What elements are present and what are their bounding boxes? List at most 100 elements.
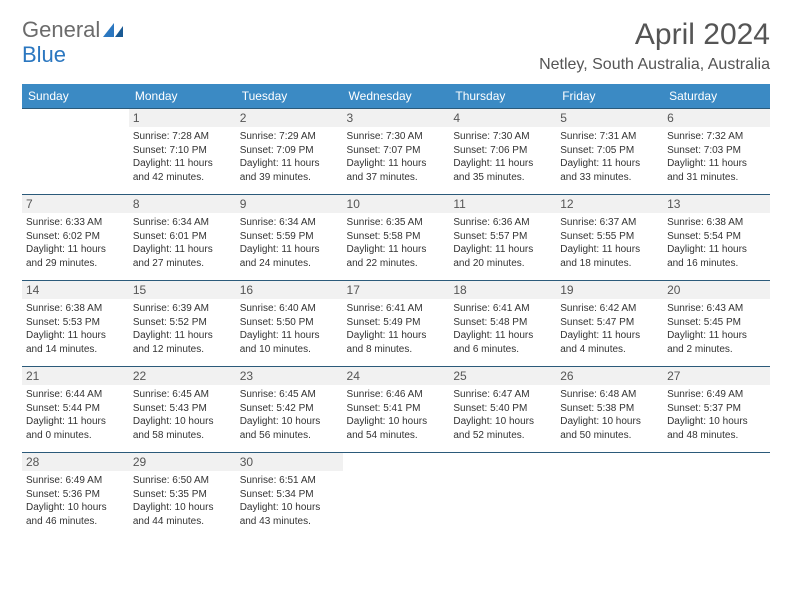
daylight-text-1: Daylight: 10 hours — [347, 416, 428, 427]
sunset-text: Sunset: 5:42 PM — [240, 403, 314, 414]
calendar-day-cell: 19Sunrise: 6:42 AMSunset: 5:47 PMDayligh… — [556, 281, 663, 367]
day-number: 17 — [343, 281, 450, 299]
day-number: 22 — [129, 367, 236, 385]
daylight-text-2: and 18 minutes. — [560, 258, 631, 269]
day-number: 8 — [129, 195, 236, 213]
day-number: 27 — [663, 367, 770, 385]
daylight-text-2: and 52 minutes. — [453, 430, 524, 441]
sunrise-text: Sunrise: 6:39 AM — [133, 303, 209, 314]
sunrise-text: Sunrise: 6:41 AM — [347, 303, 423, 314]
daylight-text-1: Daylight: 10 hours — [453, 416, 534, 427]
sunset-text: Sunset: 5:41 PM — [347, 403, 421, 414]
daylight-text-2: and 37 minutes. — [347, 172, 418, 183]
daylight-text-1: Daylight: 10 hours — [240, 416, 321, 427]
daylight-text-2: and 16 minutes. — [667, 258, 738, 269]
sunset-text: Sunset: 7:09 PM — [240, 145, 314, 156]
daylight-text-1: Daylight: 11 hours — [240, 330, 320, 341]
logo-text-blue: Blue — [22, 42, 66, 67]
daylight-text-2: and 56 minutes. — [240, 430, 311, 441]
calendar-day-cell: 16Sunrise: 6:40 AMSunset: 5:50 PMDayligh… — [236, 281, 343, 367]
sunrise-text: Sunrise: 6:48 AM — [560, 389, 636, 400]
sunrise-text: Sunrise: 6:36 AM — [453, 217, 529, 228]
calendar-day-cell — [343, 453, 450, 539]
calendar-week-row: 7Sunrise: 6:33 AMSunset: 6:02 PMDaylight… — [22, 195, 770, 281]
daylight-text-1: Daylight: 10 hours — [133, 416, 214, 427]
daylight-text-2: and 4 minutes. — [560, 344, 626, 355]
sunset-text: Sunset: 5:54 PM — [667, 231, 741, 242]
calendar-day-cell: 30 Sunrise: 6:51 AMSunset: 5:34 PMDayligh… — [236, 453, 343, 539]
calendar-day-cell: 18Sunrise: 6:41 AMSunset: 5:48 PMDayligh… — [449, 281, 556, 367]
sunset-text: Sunset: 7:03 PM — [667, 145, 741, 156]
calendar-day-cell: 21Sunrise: 6:44 AMSunset: 5:44 PMDayligh… — [22, 367, 129, 453]
calendar-day-cell: 6Sunrise: 7:32 AMSunset: 7:03 PMDaylight… — [663, 109, 770, 195]
day-details: Sunrise: 6:39 AMSunset: 5:52 PMDaylight:… — [133, 302, 232, 356]
sunrise-text: Sunrise: 7:32 AM — [667, 131, 743, 142]
sunrise-text: Sunrise: 6:35 AM — [347, 217, 423, 228]
sunrise-text: Sunrise: 7:29 AM — [240, 131, 316, 142]
daylight-text-2: and 22 minutes. — [347, 258, 418, 269]
day-details: Sunrise: 6:49 AMSunset: 5:36 PMDaylight:… — [26, 474, 125, 528]
sunrise-text: Sunrise: 6:37 AM — [560, 217, 636, 228]
calendar-day-cell: 13Sunrise: 6:38 AMSunset: 5:54 PMDayligh… — [663, 195, 770, 281]
daylight-text-1: Daylight: 10 hours — [26, 502, 107, 513]
day-details: Sunrise: 7:29 AM Sunset: 7:09 PM Daylight:… — [240, 130, 339, 184]
daylight-text-1: Daylight: 11 hours — [347, 330, 427, 341]
day-details: Sunrise: 7:32 AMSunset: 7:03 PMDaylight:… — [667, 130, 766, 184]
daylight-text-1: Daylight: 11 hours — [667, 244, 747, 255]
day-number: 30 — [236, 453, 343, 471]
calendar-day-cell: 9Sunrise: 6:34 AMSunset: 5:59 PMDaylight… — [236, 195, 343, 281]
day-number: 3 — [343, 109, 450, 127]
calendar-day-cell: 2Sunrise: 7:29 AMSunset: 7:09 PMDaylight… — [236, 109, 343, 195]
daylight-text-1: Daylight: 11 hours — [240, 158, 320, 169]
daylight-text-1: Daylight: 10 hours — [667, 416, 748, 427]
calendar-day-cell: 11Sunrise: 6:36 AMSunset: 5:57 PMDayligh… — [449, 195, 556, 281]
day-details: Sunrise: 7:31 AMSunset: 7:05 PMDaylight:… — [560, 130, 659, 184]
calendar-day-cell: 8Sunrise: 6:34 AMSunset: 6:01 PMDaylight… — [129, 195, 236, 281]
day-number: 25 — [449, 367, 556, 385]
daylight-text-2: and 27 minutes. — [133, 258, 204, 269]
sunrise-text: Sunrise: 7:30 AM — [453, 131, 529, 142]
calendar-day-cell: 15Sunrise: 6:39 AMSunset: 5:52 PMDayligh… — [129, 281, 236, 367]
daylight-text-2: and 35 minutes. — [453, 172, 524, 183]
sunset-text: Sunset: 5:35 PM — [133, 489, 207, 500]
calendar-day-cell: 10 Sunrise: 6:35 AMSunset: 5:58 PMDayligh… — [343, 195, 450, 281]
day-number: 20 — [663, 281, 770, 299]
day-details: Sunrise: 6:38 AMSunset: 5:54 PMDaylight:… — [667, 216, 766, 270]
calendar-week-row: 21Sunrise: 6:44 AMSunset: 5:44 PMDayligh… — [22, 367, 770, 453]
day-number: 12 — [556, 195, 663, 213]
day-number: 28 — [22, 453, 129, 471]
calendar-week-row: 28 Sunrise: 6:49 AMSunset: 5:36 PMDayligh… — [22, 453, 770, 539]
day-details: Sunrise: 6:41 AMSunset: 5:49 PMDaylight:… — [347, 302, 446, 356]
day-number: 5 — [556, 109, 663, 127]
daylight-text-1: Daylight: 11 hours — [26, 244, 106, 255]
daylight-text-2: and 0 minutes. — [26, 430, 92, 441]
sunrise-text: Sunrise: 6:34 AM — [240, 217, 316, 228]
daylight-text-2: and 46 minutes. — [26, 516, 97, 527]
sunrise-text: Sunrise: 6:46 AM — [347, 389, 423, 400]
calendar-day-cell: 26Sunrise: 6:48 AMSunset: 5:38 PMDayligh… — [556, 367, 663, 453]
daylight-text-2: and 33 minutes. — [560, 172, 631, 183]
day-number: 4 — [449, 109, 556, 127]
day-number: 14 — [22, 281, 129, 299]
day-details: Sunrise: 6:34 AMSunset: 5:59 PMDaylight:… — [240, 216, 339, 270]
daylight-text-1: Daylight: 11 hours — [453, 330, 533, 341]
calendar-day-cell: 1Sunrise: 7:28 AMSunset: 7:10 PMDaylight… — [129, 109, 236, 195]
daylight-text-1: Daylight: 11 hours — [560, 330, 640, 341]
day-details: Sunrise: 6:51 AMSunset: 5:34 PMDaylight:… — [240, 474, 339, 528]
calendar-table: Sunday Monday Tuesday Wednesday Thursday… — [22, 84, 770, 539]
day-number: 19 — [556, 281, 663, 299]
calendar-day-cell: 29Sunrise: 6:50 AMSunset: 5:35 PMDayligh… — [129, 453, 236, 539]
day-details: Sunrise: 6:37 AMSunset: 5:55 PMDaylight:… — [560, 216, 659, 270]
calendar-day-cell: 28 Sunrise: 6:49 AMSunset: 5:36 PMDayligh… — [22, 453, 129, 539]
calendar-week-row: 1Sunrise: 7:28 AMSunset: 7:10 PMDaylight… — [22, 109, 770, 195]
daylight-text-2: and 24 minutes. — [240, 258, 311, 269]
sunset-text: Sunset: 5:48 PM — [453, 317, 527, 328]
day-details: Sunrise: 6:35 AMSunset: 5:58 PMDaylight:… — [347, 216, 446, 270]
daylight-text-1: Daylight: 11 hours — [133, 330, 213, 341]
day-number: 10 — [343, 195, 450, 213]
weekday-header: Sunday — [22, 84, 129, 109]
day-details: Sunrise: 6:38 AMSunset: 5:53 PMDaylight:… — [26, 302, 125, 356]
sunrise-text: Sunrise: 6:33 AM — [26, 217, 102, 228]
sunrise-text: Sunrise: 6:41 AM — [453, 303, 529, 314]
day-details: Sunrise: 6:43 AMSunset: 5:45 PMDaylight:… — [667, 302, 766, 356]
